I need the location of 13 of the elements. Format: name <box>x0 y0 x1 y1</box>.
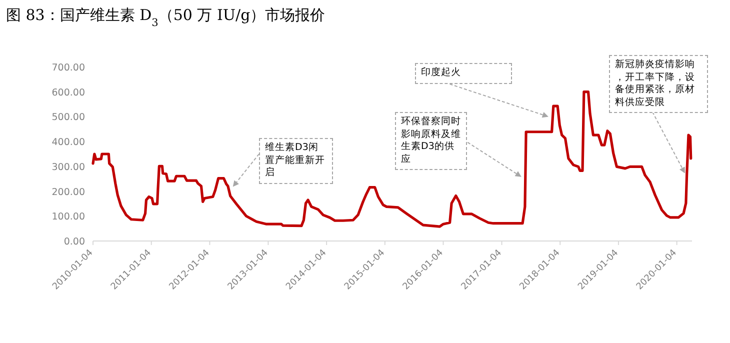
annotation: 印度起火 <box>415 63 512 84</box>
annotation: 维生素D3闲置产能重新开启 <box>259 138 333 184</box>
y-tick-label: 100.00 <box>52 212 85 223</box>
annotation: 新冠肺炎疫情影响，开工率下降，设备使用紧张，原材料供应受限 <box>609 55 708 113</box>
y-tick-label: 700.00 <box>52 62 85 74</box>
y-tick-label: 400.00 <box>52 137 85 148</box>
y-tick-label: 200.00 <box>52 186 85 198</box>
y-tick-label: 0.00 <box>64 236 85 248</box>
y-tick-label: 600.00 <box>52 87 85 98</box>
y-tick-label: 500.00 <box>52 112 85 124</box>
y-tick-label: 300.00 <box>52 162 85 173</box>
chart-title: 图 83：国产维生素 D$_{3}$（50 万 IU/g）市场报价 <box>6 6 326 29</box>
annotation: 环保督察同时影响原料及维生素D3的供应 <box>395 112 467 170</box>
